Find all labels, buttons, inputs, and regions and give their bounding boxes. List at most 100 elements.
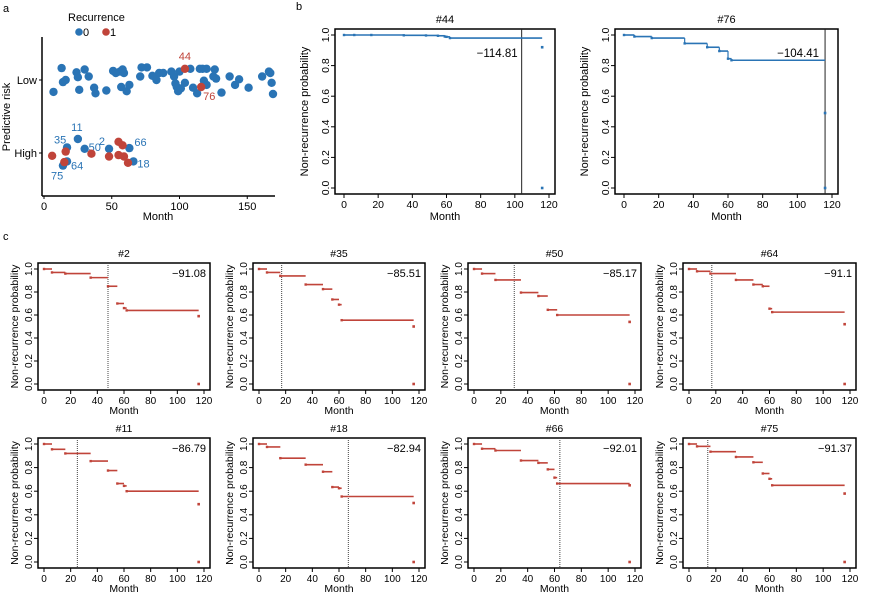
data-point xyxy=(122,87,131,96)
end-point xyxy=(540,186,544,190)
y-tick-label: 0.0 xyxy=(24,377,35,391)
y-tick-label: 0.8 xyxy=(320,58,332,73)
score-annotation: −85.51 xyxy=(387,268,421,280)
y-tick-label: 0.4 xyxy=(454,507,465,521)
censor-mark xyxy=(726,57,730,60)
x-tick-label: 0 xyxy=(686,396,692,407)
y-axis-label: Non-recurrence probability xyxy=(654,440,666,564)
score-annotation: −92.01 xyxy=(603,443,637,455)
data-point xyxy=(244,83,253,92)
x-tick-label: 40 xyxy=(522,574,534,585)
censor-mark xyxy=(353,33,356,37)
end-point xyxy=(628,560,631,564)
end-point xyxy=(843,382,846,386)
y-tick-label: 0.0 xyxy=(669,555,680,569)
end-point xyxy=(843,492,846,495)
x-tick-label: 100 xyxy=(169,574,186,585)
point-label: 11 xyxy=(71,122,82,134)
y-tick-label: 0.2 xyxy=(24,354,35,368)
data-point xyxy=(192,89,202,98)
data-point xyxy=(119,68,129,78)
x-tick-label: 60 xyxy=(118,574,130,585)
y-axis-label: Non-recurrence probability xyxy=(299,46,311,176)
km-chart-c5: #11 0 20 40 60 80 100 120 0.0 0.2 0.4 0.6 0.8 1.0 Mont… xyxy=(9,423,213,595)
x-tick-label: 0 xyxy=(471,396,477,407)
censor-mark xyxy=(445,35,448,39)
y-tick-label: 0.0 xyxy=(454,377,465,391)
x-axis-label: Month xyxy=(755,405,784,417)
censor-mark xyxy=(279,274,282,278)
end-point xyxy=(412,325,415,328)
censor-mark xyxy=(402,34,405,37)
score-annotation: −85.17 xyxy=(603,268,637,280)
km-chart-c3: #50 0 20 40 60 80 100 120 0.0 0.2 0.4 0.6 0.8 1.0 Mont… xyxy=(439,248,644,417)
x-tick-label: 60 xyxy=(549,574,561,585)
plot-frame xyxy=(252,437,426,569)
x-axis-label: Month xyxy=(324,583,353,595)
plot-frame xyxy=(682,262,857,391)
data-point xyxy=(57,63,66,73)
censor-mark xyxy=(331,485,334,489)
y-tick-label: 1.0 xyxy=(669,262,680,276)
end-point xyxy=(540,45,544,49)
score-annotation: −91.08 xyxy=(172,268,206,280)
end-point xyxy=(823,186,827,190)
x-tick-label: 0 xyxy=(471,574,477,585)
end-point xyxy=(197,560,200,564)
x-tick-label: 40 xyxy=(406,199,418,211)
data-point xyxy=(104,144,114,153)
censor-mark xyxy=(436,34,440,37)
x-tick-label: 40 xyxy=(687,199,699,211)
y-tick-label: 0.6 xyxy=(320,89,332,104)
y-tick-label: High xyxy=(14,148,37,160)
end-point xyxy=(412,382,415,386)
censor-mark xyxy=(257,442,261,446)
x-tick-label: 100 xyxy=(789,199,807,211)
point-label: 64 xyxy=(71,160,83,172)
y-tick-label: 0.6 xyxy=(600,89,612,104)
censor-mark xyxy=(546,468,549,471)
censor-mark xyxy=(537,461,540,465)
end-point xyxy=(412,560,415,564)
score-annotation: −104.41 xyxy=(777,48,819,60)
y-axis-label: Non-recurrence probability xyxy=(439,264,451,388)
x-tick-label: 20 xyxy=(65,574,77,585)
censor-mark xyxy=(64,452,67,455)
y-axis-label: Non-recurrence probability xyxy=(9,264,21,388)
censor-mark xyxy=(448,36,452,40)
score-annotation: −82.94 xyxy=(387,443,421,455)
x-tick-label: 120 xyxy=(411,396,428,407)
censor-mark xyxy=(89,459,92,463)
km-chart-c4: #64 0 20 40 60 80 100 120 0.0 0.2 0.4 0.6 0.8 1.0 Mont… xyxy=(654,248,859,417)
data-point xyxy=(60,157,69,167)
x-tick-label: 100 xyxy=(600,574,617,585)
y-tick-label: 0.0 xyxy=(239,555,250,569)
x-tick-label: 40 xyxy=(737,396,749,407)
censor-mark xyxy=(122,306,126,310)
data-point xyxy=(75,85,84,95)
x-tick-label: 120 xyxy=(842,396,859,407)
x-tick-label: 80 xyxy=(576,574,588,585)
y-tick-label: 0.6 xyxy=(239,484,250,498)
x-tick-label: 40 xyxy=(307,396,319,407)
censor-mark xyxy=(761,285,764,288)
data-point xyxy=(125,143,134,153)
y-axis-label: Non-recurrence probability xyxy=(654,264,666,388)
data-point xyxy=(119,152,129,161)
censor-mark xyxy=(519,291,523,294)
y-tick-label: 0.0 xyxy=(669,377,680,391)
y-tick-label: 0.4 xyxy=(24,507,35,521)
x-tick-label: 100 xyxy=(600,396,617,407)
x-tick-label: 0 xyxy=(41,396,47,407)
point-label: 75 xyxy=(51,171,63,183)
x-tick-label: 80 xyxy=(791,574,803,585)
censor-mark xyxy=(50,448,54,451)
legend-marker xyxy=(102,28,110,36)
censor-mark xyxy=(768,307,771,310)
data-point xyxy=(152,75,161,85)
x-tick-label: 20 xyxy=(495,396,507,407)
censor-mark xyxy=(480,272,484,275)
censor-mark xyxy=(265,445,269,449)
x-tick-label: 0 xyxy=(41,201,47,213)
y-tick-label: 0.6 xyxy=(454,308,465,322)
